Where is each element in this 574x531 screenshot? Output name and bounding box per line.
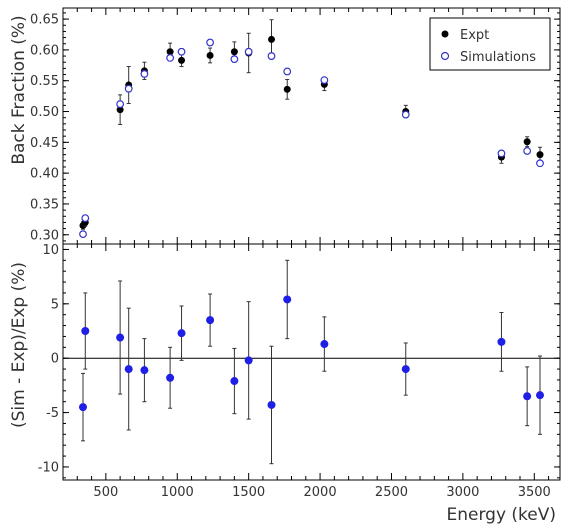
legend-box <box>429 17 551 71</box>
x-tick-label: 1500 <box>232 485 265 500</box>
bottom-data-marks <box>78 259 545 465</box>
legend: Expt Simulations <box>429 17 551 71</box>
bottom-panel: -10 -5 0 5 10 (Sim - Exp)/Exp (%) <box>9 243 561 481</box>
top-y-tick-label: 0.45 <box>30 136 59 151</box>
x-tick-label: 3000 <box>446 485 479 500</box>
top-y-tick-label: 0.60 <box>30 43 59 58</box>
top-simulations-point <box>401 110 410 119</box>
legend-expt-marker <box>441 30 449 38</box>
top-simulations-point <box>283 67 292 76</box>
x-tick-label: 500 <box>93 485 118 500</box>
x-tick-label: 1000 <box>161 485 194 500</box>
top-expt-point <box>230 48 238 56</box>
top-expt-point <box>166 48 174 56</box>
top-simulations-point <box>140 70 149 78</box>
top-y-tick-label: 0.30 <box>30 228 59 243</box>
bottom-difference-point <box>116 333 125 342</box>
top-simulations-point <box>166 54 175 62</box>
bottom-difference-point <box>320 340 329 349</box>
x-axis-title: Energy (keV) <box>446 505 556 525</box>
bottom-y-tick-label: -5 <box>46 406 59 421</box>
bottom-difference-point <box>523 392 532 401</box>
top-simulations-point <box>536 159 544 168</box>
top-expt-point <box>116 106 124 114</box>
top-expt-point <box>178 56 186 64</box>
bottom-y-tick-label: 0 <box>51 352 59 367</box>
legend-expt-label: Expt <box>460 28 489 43</box>
top-simulations-point <box>497 149 506 158</box>
top-y-tick-label: 0.40 <box>30 167 59 182</box>
top-simulations-point <box>230 55 239 64</box>
bottom-difference-point <box>401 365 410 374</box>
x-tick-label: 2500 <box>375 485 408 500</box>
top-simulations-point <box>81 214 90 223</box>
bottom-difference-point <box>177 329 186 338</box>
bottom-axis-ticks: -10 -5 0 5 10 <box>38 243 560 480</box>
top-simulations-point <box>523 147 532 155</box>
top-simulations-point <box>124 84 133 93</box>
top-axis-ticks: 0.30 0.35 0.40 0.45 0.50 0.55 0.60 0.65 <box>30 8 560 244</box>
top-simulations-point <box>244 47 253 56</box>
legend-simulations-marker <box>440 51 450 61</box>
bottom-difference-point <box>166 373 175 382</box>
bottom-difference-point <box>283 295 292 304</box>
top-y-axis-title: Back Fraction (%) <box>9 15 29 164</box>
top-expt-point <box>206 51 214 59</box>
bottom-difference-point <box>244 356 253 365</box>
bottom-difference-point <box>140 366 149 375</box>
top-simulations-point <box>116 100 125 109</box>
bottom-y-tick-label: 5 <box>51 297 59 312</box>
top-panel: 0.30 0.35 0.40 0.45 0.50 0.55 0.60 0.65 Expt Si… <box>9 7 561 245</box>
top-y-tick-label: 0.50 <box>30 105 59 120</box>
top-simulations-point <box>206 38 215 47</box>
top-y-tick-label: 0.35 <box>30 197 59 212</box>
bottom-difference-point <box>124 365 133 374</box>
bottom-difference-point <box>497 337 506 346</box>
top-simulations-point <box>267 52 276 60</box>
bottom-difference-point <box>81 327 90 336</box>
top-expt-point <box>523 138 531 146</box>
x-tick-label: 2000 <box>304 485 337 500</box>
top-simulations-point <box>177 47 186 56</box>
top-y-tick-label: 0.65 <box>30 13 59 28</box>
bottom-difference-point <box>536 391 545 400</box>
bottom-difference-point <box>78 403 87 412</box>
bottom-y-tick-label: 10 <box>42 243 59 258</box>
bottom-difference-point <box>267 400 276 409</box>
top-expt-point <box>283 85 291 93</box>
top-simulations-point <box>79 230 87 239</box>
bottom-difference-point <box>206 316 215 325</box>
top-data-marks <box>79 19 544 239</box>
top-y-tick-label: 0.55 <box>30 74 59 89</box>
x-tick-label: 3500 <box>518 485 551 500</box>
legend-simulations-label: Simulations <box>460 50 536 65</box>
top-expt-point <box>268 35 276 43</box>
top-simulations-point <box>320 76 329 84</box>
x-axis-labels: 500 1000 1500 2000 2500 3000 3500 <box>93 485 550 500</box>
bottom-y-tick-label: -10 <box>38 460 59 475</box>
bottom-difference-point <box>230 377 239 386</box>
bottom-y-axis-title: (Sim - Exp)/Exp (%) <box>9 262 29 428</box>
top-expt-point <box>536 151 544 159</box>
bottom-plot-frame <box>62 243 561 481</box>
